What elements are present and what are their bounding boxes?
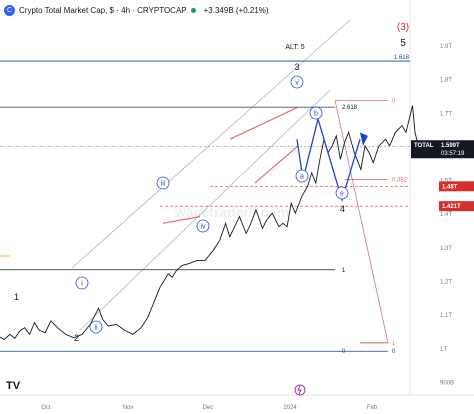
y-tick-label: 1T <box>440 347 447 353</box>
y-tick-label: 1.4T <box>440 212 452 218</box>
symbol-title[interactable]: Crypto Total Market Cap, $ · 4h · CRYPTO… <box>19 5 187 15</box>
price-label-total-countdown: 03:57:19 <box>441 151 465 157</box>
wave-label-b-circle <box>309 106 323 120</box>
cryptocap-logo-icon: C <box>4 4 15 16</box>
wave-label-b: b <box>314 111 318 118</box>
y-tick-label: 1.9T <box>440 44 452 50</box>
wave-label-iv-circle <box>196 219 210 233</box>
wave-label-a-circle <box>295 169 309 183</box>
wave-label-1: 1 <box>14 292 19 302</box>
fib-0-bottom-label: 0 <box>342 349 346 355</box>
x-tick-label: 2024 <box>283 405 297 411</box>
wave-label-v-circle <box>290 75 304 89</box>
fib-0-bottom-label-right: 0 <box>392 349 396 355</box>
wave-label-e: e <box>340 191 344 198</box>
fib-1-level-label: 1 <box>342 268 346 274</box>
proj-0-label: 0 <box>392 98 396 104</box>
wave-iii-trendline <box>162 216 201 224</box>
wave-label-ii: ii <box>94 325 98 332</box>
wave-label-ii-circle <box>89 320 103 334</box>
price-label-148-bg <box>439 181 474 192</box>
wave-label-v: v <box>295 80 299 87</box>
price-label-148: 1.48T <box>442 184 458 190</box>
wave-label-3-paren: (3) <box>397 22 409 33</box>
wave-label-i: i <box>81 281 83 288</box>
proj-0382-label: 0.382 <box>392 178 408 184</box>
price-label-total-value: 1.599T <box>441 143 460 149</box>
y-tick-label: 1.3T <box>440 246 452 252</box>
y-tick-label: 1.2T <box>440 280 452 286</box>
fib-1618-label: 1.618 <box>394 55 410 61</box>
x-tick-label: Feb <box>367 405 378 411</box>
price-change: +3.349B (+0.21%) <box>203 5 269 15</box>
price-label-1421: 1.421T <box>442 204 461 210</box>
wave-label-e-circle <box>335 186 349 200</box>
x-tick-label: Dec <box>203 405 214 411</box>
wave-label-i-circle <box>75 276 89 290</box>
wave-label-5: 5 <box>400 38 406 49</box>
wave-iv-lower-boundary <box>254 145 299 184</box>
wave-label-iii-circle <box>156 176 170 190</box>
projection-arrow-icon <box>360 132 368 146</box>
chart-header: C Crypto Total Market Cap, $ · 4h · CRYP… <box>4 2 269 18</box>
proj-1-label: 1 <box>392 341 396 347</box>
y-tick-label: 1.1T <box>440 313 452 319</box>
price-label-total-bg <box>411 140 474 159</box>
y-tick-label: 1.7T <box>440 111 452 117</box>
wave-label-4: 4 <box>340 204 345 214</box>
wave-label-3: 3 <box>294 62 299 72</box>
wave-label-2: 2 <box>74 333 79 343</box>
projection-triangle <box>334 100 389 344</box>
y-tick-label: 1.8T <box>440 78 452 84</box>
channel-lower-line <box>79 89 331 331</box>
tradingview-logo-icon: TV <box>6 380 21 392</box>
event-bolt-icon <box>297 385 302 395</box>
fib-2618-label: 2.618 <box>342 105 358 111</box>
watermark-text: wavetraders.com <box>174 204 289 220</box>
price-line <box>0 105 422 341</box>
wave-label-iii: iii <box>161 181 166 188</box>
channel-upper-line <box>71 19 351 269</box>
status-dot-icon <box>190 7 196 13</box>
wave-iv-upper-boundary <box>229 106 299 140</box>
y-tick-label: 900B <box>440 381 454 387</box>
price-label-1421-bg <box>439 201 474 212</box>
price-label-total-name: TOTAL <box>414 143 434 149</box>
x-tick-label: Oct <box>41 405 51 411</box>
alt-5-label: ALT: 5 <box>285 44 304 51</box>
wave-label-iv: iv <box>200 224 206 231</box>
wave-label-a: a <box>300 174 304 181</box>
x-tick-label: Nov <box>123 405 134 411</box>
